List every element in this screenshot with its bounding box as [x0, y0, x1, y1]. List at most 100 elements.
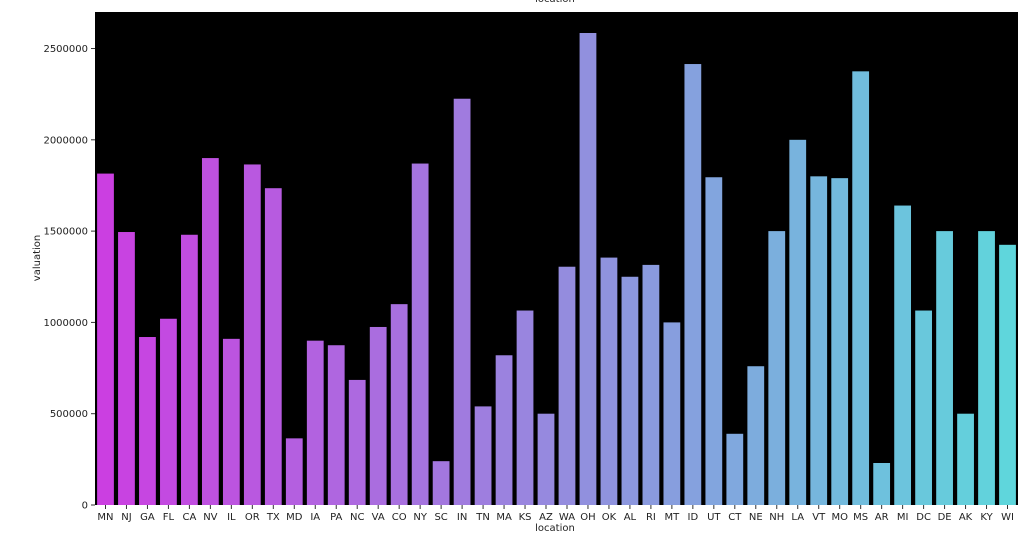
bar-pa — [327, 345, 345, 505]
x-tick-label: OH — [580, 512, 595, 523]
x-tick-label: WI — [1001, 512, 1014, 523]
x-tick-label: IA — [310, 512, 320, 523]
bar-ga — [139, 337, 156, 505]
x-tick-label: MS — [853, 512, 868, 523]
x-tick-label: AZ — [539, 512, 553, 523]
y-tick-label: 2500000 — [43, 44, 88, 55]
bar-ny — [411, 163, 429, 506]
bar-nh — [768, 231, 786, 506]
bar-ak — [957, 413, 974, 505]
x-tick-label: CA — [182, 512, 196, 523]
bar-tx — [264, 188, 282, 505]
x-tick-label: TN — [475, 512, 490, 523]
x-tick-label: WA — [559, 512, 575, 523]
bar-il — [222, 338, 240, 505]
x-tick-label: IL — [227, 512, 236, 523]
bar-az — [537, 413, 555, 505]
bar-ri — [642, 264, 660, 505]
bar-ca — [181, 234, 198, 505]
bar-ma — [495, 355, 513, 505]
bar-ms — [852, 71, 870, 505]
x-tick-label: SC — [434, 512, 447, 523]
y-tick-label: 500000 — [50, 409, 88, 420]
bar-ne — [747, 366, 765, 505]
y-axis-title: valuation — [32, 235, 43, 281]
bar-ia — [306, 340, 324, 505]
x-tick-label: MT — [665, 512, 681, 523]
x-tick-label: AL — [624, 512, 637, 523]
x-tick-label: MA — [496, 512, 512, 523]
x-tick-label: GA — [140, 512, 155, 523]
bar-or — [243, 164, 261, 505]
x-tick-label: KS — [519, 512, 532, 523]
x-tick-label: MN — [97, 512, 113, 523]
bar-wa — [558, 266, 576, 505]
bar-ar — [873, 463, 891, 505]
x-tick-label: DC — [916, 512, 931, 523]
bar-ky — [978, 231, 995, 506]
bar-mt — [663, 322, 681, 505]
y-tick-label: 2000000 — [43, 135, 88, 146]
x-tick-label: LA — [791, 512, 804, 523]
y-tick-label: 1500000 — [43, 227, 88, 238]
bar-mi — [894, 205, 912, 506]
bar-dc — [915, 310, 932, 505]
bar-ut — [705, 177, 723, 505]
x-tick-label: NE — [749, 512, 763, 523]
x-tick-label: AK — [959, 512, 973, 523]
bar-id — [684, 64, 702, 505]
bar-va — [369, 326, 387, 505]
x-tick-label: MI — [897, 512, 909, 523]
x-tick-label: CO — [392, 512, 407, 523]
y-tick-label: 0 — [82, 501, 88, 512]
bar-al — [621, 276, 639, 505]
x-tick-label: TX — [266, 512, 280, 523]
x-tick-label: NJ — [121, 512, 131, 523]
bar-ct — [726, 433, 744, 505]
x-tick-label: FL — [163, 512, 175, 523]
chart-title: location — [535, 0, 575, 5]
x-tick-label: VA — [372, 512, 385, 523]
bar-mo — [831, 178, 849, 505]
x-tick-label: VT — [812, 512, 826, 523]
x-tick-label: ID — [688, 512, 699, 523]
x-axis: MN NJ GA FL CA NV IL OR TX MD IA PA NC VA CO NY SC IN TN MA… — [97, 505, 1014, 523]
bar-de — [936, 231, 953, 506]
x-tick-label: OK — [602, 512, 617, 523]
bar-ks — [516, 310, 534, 505]
bar-nc — [348, 379, 366, 505]
bar-nv — [201, 158, 219, 505]
x-tick-label: MD — [286, 512, 303, 523]
x-tick-label: AR — [875, 512, 889, 523]
x-tick-label: NY — [413, 512, 427, 523]
bar-co — [390, 304, 408, 505]
x-tick-label: NV — [203, 512, 217, 523]
bars-group — [97, 33, 1016, 506]
x-tick-label: NH — [769, 512, 784, 523]
bar-mn — [97, 173, 114, 505]
bar-la — [789, 139, 807, 505]
bar-vt — [810, 176, 828, 505]
bar-in — [453, 98, 471, 505]
bar-fl — [160, 318, 177, 505]
x-tick-label: IN — [457, 512, 467, 523]
bar-sc — [432, 461, 450, 505]
y-axis: 0 500000 1000000 1500000 2000000 2500000 — [43, 44, 95, 512]
bar-wi — [999, 244, 1016, 505]
x-axis-title: location — [535, 523, 575, 534]
bar-ok — [600, 257, 618, 505]
bar-md — [285, 438, 303, 505]
x-tick-label: KY — [980, 512, 993, 523]
x-tick-label: RI — [646, 512, 656, 523]
x-tick-label: UT — [707, 512, 721, 523]
bar-oh — [579, 33, 597, 505]
bar-tn — [474, 406, 492, 505]
x-tick-label: NC — [350, 512, 364, 523]
x-tick-label: PA — [330, 512, 342, 523]
y-tick-label: 1000000 — [43, 318, 88, 329]
x-tick-label: DE — [938, 512, 952, 523]
bar-nj — [118, 232, 135, 505]
x-tick-label: MO — [831, 512, 848, 523]
x-tick-label: CT — [728, 512, 742, 523]
